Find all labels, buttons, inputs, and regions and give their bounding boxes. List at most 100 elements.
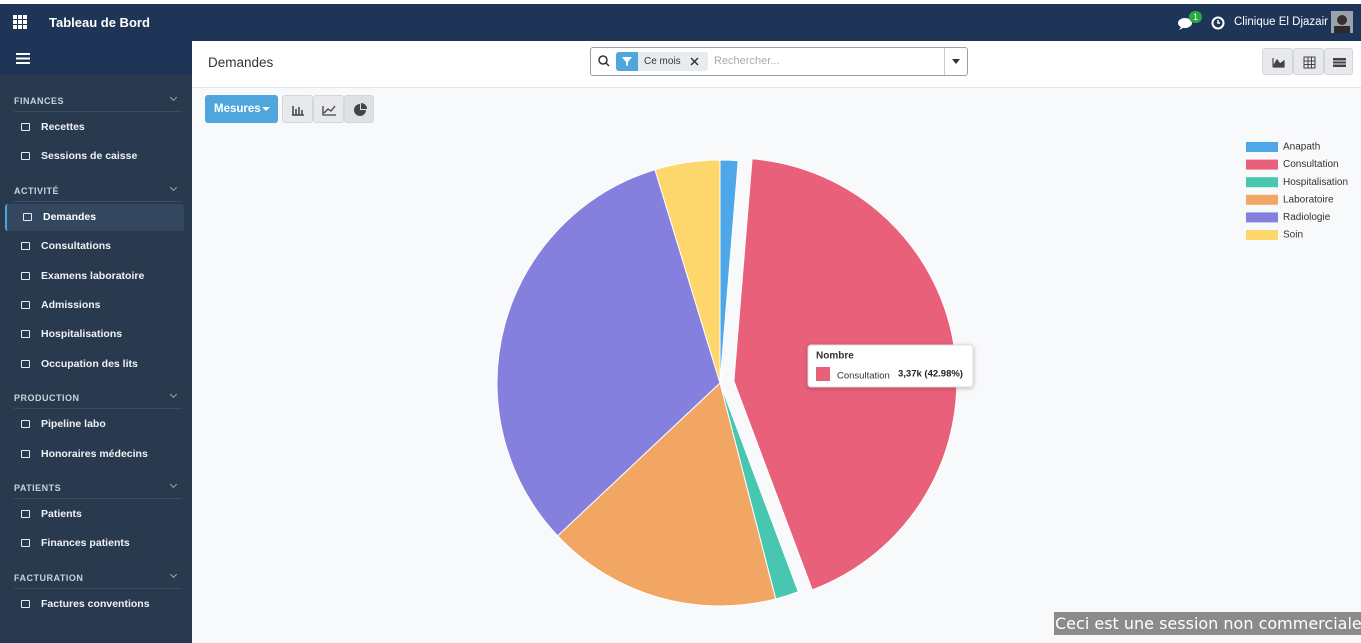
nav-icon xyxy=(23,212,32,221)
nav-label: Factures conventions xyxy=(41,597,150,610)
pie-slice[interactable] xyxy=(654,159,721,384)
bar-chart-button[interactable] xyxy=(282,95,313,123)
section-header[interactable]: ACTIVITÉ xyxy=(14,185,60,196)
tooltip-title: Nombre xyxy=(816,351,854,362)
nav-item[interactable]: Sessions de caisse xyxy=(5,143,182,170)
nav-item[interactable]: Patients xyxy=(5,501,182,528)
nav-label: Sessions de caisse xyxy=(41,150,138,163)
tooltip-category: Consultation xyxy=(837,371,890,382)
section-divider xyxy=(14,408,182,410)
section-divider xyxy=(14,111,182,112)
notification-badge: 1 xyxy=(1189,11,1202,23)
nav-label: Recettes xyxy=(41,121,85,133)
section-divider xyxy=(14,498,182,499)
nav-label: Admissions xyxy=(41,299,101,311)
section-header[interactable]: PATIENTS xyxy=(14,483,62,493)
nav-icon xyxy=(21,242,30,251)
tooltip-swatch xyxy=(816,367,830,381)
avatar[interactable] xyxy=(1331,11,1353,33)
watermark: Ceci est une session non commerciale. xyxy=(1054,612,1361,635)
search-placeholder[interactable]: Rechercher... xyxy=(714,55,780,67)
measures-caret xyxy=(262,107,270,111)
legend-label[interactable]: Laboratoire xyxy=(1283,194,1334,205)
view-list-button[interactable] xyxy=(1324,48,1353,75)
nav-item[interactable]: Pipeline labo xyxy=(5,411,182,438)
measures-button[interactable]: Mesures xyxy=(205,95,278,123)
nav-icon xyxy=(21,420,30,429)
section-chevron xyxy=(169,570,178,578)
nav-icon xyxy=(21,449,30,458)
legend-swatch xyxy=(1246,177,1278,188)
nav-item[interactable]: Honoraires médecins xyxy=(5,441,182,468)
tooltip-value: 3,37k (42.98%) xyxy=(898,369,963,380)
nav-item[interactable]: Finances patients xyxy=(5,530,182,557)
facet-remove[interactable] xyxy=(690,57,699,66)
section-chevron xyxy=(169,183,178,191)
nav-icon xyxy=(21,301,30,309)
nav-label: Finances patients xyxy=(41,537,130,550)
view-pivot-button[interactable] xyxy=(1293,48,1324,75)
company-name[interactable]: Clinique El Djazair xyxy=(1234,16,1328,28)
pie-slice[interactable] xyxy=(556,382,777,607)
nav-item-active[interactable]: Demandes xyxy=(5,203,184,231)
menu-toggle-bar xyxy=(0,41,192,75)
search-dropdown[interactable] xyxy=(952,59,961,65)
sidebar: FINANCES Recettes Sessions de caisse ACTIVI… xyxy=(0,41,192,643)
nav-label: Hospitalisations xyxy=(41,328,123,341)
legend-label[interactable]: Consultation xyxy=(1283,159,1339,170)
nav-item[interactable]: Admissions xyxy=(5,292,182,319)
search-box[interactable]: Ce mois Rechercher... xyxy=(590,47,968,76)
control-panel: Demandes Ce mois Rechercher... xyxy=(192,41,1361,88)
section-header[interactable]: FACTURATION xyxy=(14,572,84,583)
legend-label[interactable]: Anapath xyxy=(1283,142,1320,153)
facet-label: Ce mois xyxy=(644,56,681,67)
nav-icon xyxy=(21,359,30,368)
section-header[interactable]: PRODUCTION xyxy=(14,393,80,404)
nav-icon xyxy=(21,330,30,339)
menu-toggle[interactable] xyxy=(16,53,30,64)
nav-label: Honoraires médecins xyxy=(41,447,148,460)
top-bar: Tableau de Bord 1 Clinique El Djazair xyxy=(0,0,1361,41)
apps-icon[interactable] xyxy=(13,15,27,29)
pie-slice[interactable] xyxy=(719,159,739,384)
nav-item[interactable]: Hospitalisations xyxy=(5,321,182,348)
legend-swatch xyxy=(1246,230,1278,240)
legend-swatch xyxy=(1246,159,1278,170)
search-divider xyxy=(944,48,945,75)
app-title: Tableau de Bord xyxy=(49,15,150,30)
legend-swatch xyxy=(1246,212,1278,223)
legend-swatch xyxy=(1246,194,1278,205)
clock-icon xyxy=(1211,16,1225,30)
section-chevron xyxy=(169,93,178,102)
nav-item[interactable]: Occupation des lits xyxy=(5,351,182,378)
legend-label[interactable]: Hospitalisation xyxy=(1283,177,1348,188)
nav-item[interactable]: Examens laboratoire xyxy=(5,263,182,290)
nav-item[interactable]: Consultations xyxy=(5,233,182,260)
facet-chip: Ce mois xyxy=(638,52,708,71)
nav-label: Demandes xyxy=(43,210,97,223)
pie-chart: Anapath Consultation Hospitalisation Labora… xyxy=(496,142,1348,607)
pie-chart-button[interactable] xyxy=(344,95,374,123)
view-graph-button[interactable] xyxy=(1262,48,1293,75)
search-icon xyxy=(598,55,610,67)
nav-item[interactable]: Factures conventions xyxy=(5,591,182,618)
facet-icon xyxy=(616,52,638,71)
nav-icon xyxy=(21,539,30,548)
legend-label[interactable]: Soin xyxy=(1283,230,1303,241)
breadcrumb: Demandes xyxy=(208,55,274,70)
chat-icon[interactable] xyxy=(1177,15,1195,31)
legend-label[interactable]: Radiologie xyxy=(1283,212,1331,223)
nav-label: Patients xyxy=(41,508,82,520)
nav-label: Occupation des lits xyxy=(41,357,138,370)
pie-slice[interactable] xyxy=(496,169,721,537)
line-chart-button[interactable] xyxy=(313,95,344,123)
section-header[interactable]: FINANCES xyxy=(14,96,65,106)
nav-label: Consultations xyxy=(41,240,111,253)
nav-icon xyxy=(21,271,30,280)
nav-label: Pipeline labo xyxy=(41,418,106,431)
section-chevron xyxy=(169,480,178,489)
section-divider xyxy=(14,200,182,202)
nav-label: Examens laboratoire xyxy=(41,269,145,282)
nav-item[interactable]: Recettes xyxy=(5,114,182,141)
